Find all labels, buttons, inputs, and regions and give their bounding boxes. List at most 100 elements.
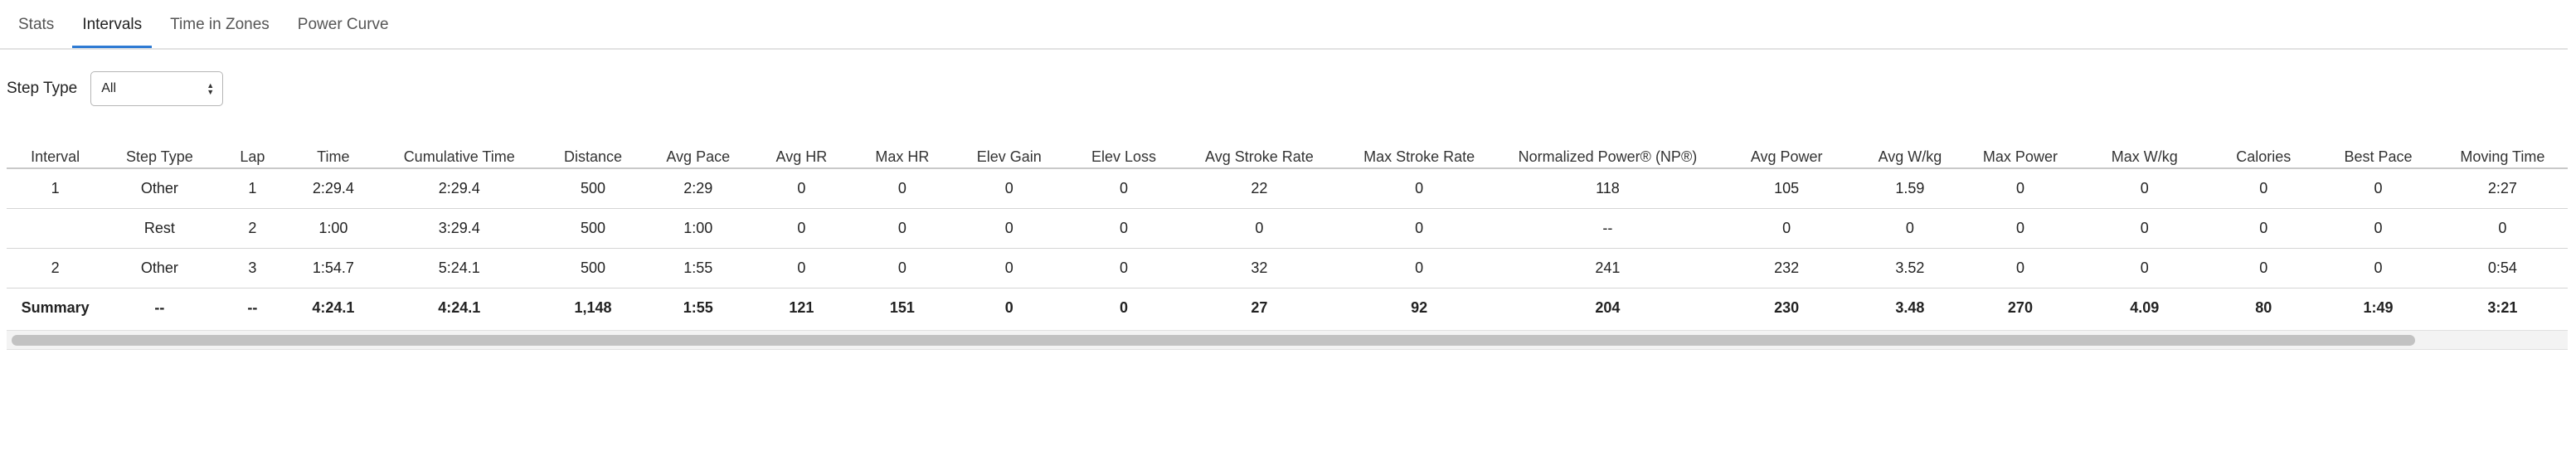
table-cell: 2 — [7, 248, 104, 289]
table-cell: 0 — [1064, 208, 1184, 249]
column-header[interactable]: Best Pace — [2319, 143, 2437, 169]
summary-cell: 92 — [1411, 299, 1428, 316]
table-row: 2 Other 3 1:54.7 5:24.1 500 1:55 0 0 0 0… — [7, 248, 2568, 289]
tab-intervals[interactable]: Intervals — [72, 2, 153, 48]
column-header[interactable]: Step Type — [104, 143, 216, 169]
table-cell: 0 — [1959, 208, 2082, 249]
table-cell: 1 — [7, 168, 104, 209]
table-cell: 1:00 — [644, 208, 752, 249]
table-row: 1 Other 1 2:29.4 2:29.4 500 2:29 0 0 0 0… — [7, 168, 2568, 209]
table-cell: 0 — [1183, 208, 1336, 249]
tab-time-in-zones[interactable]: Time in Zones — [170, 16, 270, 33]
table-cell: 0:54 — [2437, 248, 2568, 289]
tab-power-curve[interactable]: Power Curve — [297, 16, 389, 33]
column-header[interactable]: Avg Pace — [644, 143, 752, 169]
table-cell: -- — [1502, 208, 1713, 249]
summary-cell: -- — [154, 299, 165, 316]
column-header[interactable]: Cumulative Time — [377, 143, 542, 169]
column-header[interactable]: Moving Time — [2437, 143, 2568, 169]
summary-cell: -- — [247, 299, 258, 316]
table-cell: 0 — [1335, 248, 1503, 289]
table-cell: 3:29.4 — [377, 208, 542, 249]
column-header[interactable]: Elev Loss — [1064, 143, 1184, 169]
table-cell — [7, 208, 104, 249]
column-header[interactable]: Avg Power — [1713, 143, 1861, 169]
table-cell: 0 — [1959, 248, 2082, 289]
table-cell: 232 — [1713, 248, 1861, 289]
horizontal-scrollbar[interactable] — [7, 330, 2568, 350]
table-cell: 1:55 — [644, 248, 752, 289]
table-cell: 5:24.1 — [377, 248, 542, 289]
table-header-row: Interval Step Type Lap Time Cumulative T… — [7, 143, 2568, 169]
table-cell: 2:27 — [2437, 168, 2568, 209]
table-cell: 0 — [2319, 248, 2437, 289]
table-cell: Other — [104, 168, 216, 209]
table-row: Rest 2 1:00 3:29.4 500 1:00 0 0 0 0 0 0 … — [7, 208, 2568, 249]
column-header[interactable]: Distance — [542, 143, 644, 169]
table-cell: 0 — [2081, 208, 2209, 249]
scrollbar-thumb[interactable] — [12, 335, 2415, 346]
table-cell: 0 — [2208, 208, 2320, 249]
column-header[interactable]: Calories — [2208, 143, 2320, 169]
column-header[interactable]: Max Stroke Rate — [1335, 143, 1503, 169]
summary-cell: 27 — [1251, 299, 1268, 316]
table-cell: 1:00 — [289, 208, 377, 249]
step-type-selected-value: All — [101, 81, 116, 95]
summary-cell: 121 — [789, 299, 814, 316]
table-cell: 0 — [2081, 248, 2209, 289]
column-header[interactable]: Max HR — [851, 143, 954, 169]
summary-cell: 151 — [889, 299, 915, 316]
summary-cell: 3:21 — [2487, 299, 2518, 316]
table-cell: 1.59 — [1860, 168, 1960, 209]
table-cell: 0 — [1335, 168, 1503, 209]
table-cell: 2:29.4 — [289, 168, 377, 209]
intervals-table-container: Interval Step Type Lap Time Cumulative T… — [7, 143, 2568, 327]
column-header[interactable]: Normalized Power® (NP®) — [1502, 143, 1713, 169]
summary-cell: 230 — [1774, 299, 1800, 316]
select-arrows-icon: ▲ ▼ — [207, 81, 215, 96]
column-header[interactable]: Interval — [7, 143, 104, 169]
summary-cell: 270 — [2007, 299, 2033, 316]
table-cell: 1:54.7 — [289, 248, 377, 289]
table-cell: 3 — [215, 248, 290, 289]
table-cell: 0 — [1335, 208, 1503, 249]
column-header[interactable]: Lap — [215, 143, 290, 169]
table-cell: 0 — [2208, 248, 2320, 289]
summary-cell: Summary — [21, 299, 90, 316]
summary-cell: 4:24.1 — [438, 299, 481, 316]
table-cell: 22 — [1183, 168, 1336, 209]
tab-stats[interactable]: Stats — [18, 16, 55, 33]
table-cell: 500 — [542, 168, 644, 209]
column-header[interactable]: Max Power — [1959, 143, 2082, 169]
column-header[interactable]: Avg Stroke Rate — [1183, 143, 1336, 169]
table-cell: 241 — [1502, 248, 1713, 289]
column-header[interactable]: Avg HR — [751, 143, 852, 169]
summary-cell: 1:55 — [683, 299, 713, 316]
table-cell: 0 — [851, 208, 954, 249]
table-cell: 0 — [1860, 208, 1960, 249]
table-cell: 2:29.4 — [377, 168, 542, 209]
summary-cell: 3.48 — [1895, 299, 1925, 316]
table-cell: 500 — [542, 248, 644, 289]
table-cell: 105 — [1713, 168, 1861, 209]
table-cell: 0 — [851, 248, 954, 289]
summary-cell: 1:49 — [2363, 299, 2394, 316]
step-type-select[interactable]: All ▲ ▼ — [90, 71, 224, 106]
summary-cell: 1,148 — [574, 299, 612, 316]
table-cell: 0 — [2081, 168, 2209, 209]
column-header[interactable]: Elev Gain — [953, 143, 1065, 169]
table-cell: 2 — [215, 208, 290, 249]
summary-cell: 0 — [1119, 299, 1128, 316]
column-header[interactable]: Time — [289, 143, 377, 169]
column-header[interactable]: Max W/kg — [2081, 143, 2209, 169]
table-cell: 0 — [2319, 168, 2437, 209]
column-header[interactable]: Avg W/kg — [1860, 143, 1960, 169]
table-cell: 0 — [1064, 248, 1184, 289]
summary-cell: 80 — [2255, 299, 2272, 316]
table-cell: 3.52 — [1860, 248, 1960, 289]
table-cell: 0 — [953, 208, 1065, 249]
table-cell: 0 — [953, 248, 1065, 289]
table-cell: 0 — [2208, 168, 2320, 209]
summary-cell: 204 — [1595, 299, 1621, 316]
table-cell: 0 — [1064, 168, 1184, 209]
